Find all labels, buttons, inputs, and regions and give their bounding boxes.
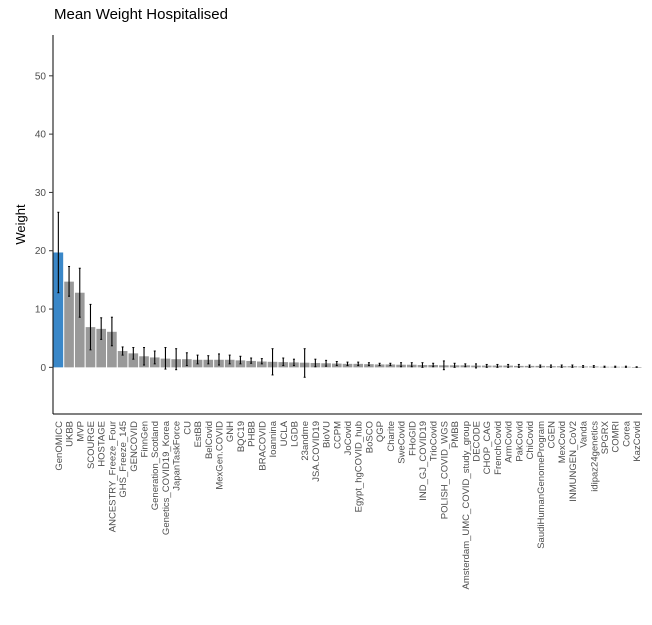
y-tick-label-40: 40 (35, 130, 47, 141)
x-tick-labels-layer: GenOMICC UKBB MVP SCOURGE HOSTAGE ANCESTRY_Fr… (54, 420, 643, 589)
x-tick-label-KazCovid: KazCovid (632, 421, 643, 462)
y-tick-label-30: 30 (35, 188, 47, 199)
x-tick-label-MexGen.COVID: MexGen.COVID (214, 421, 225, 490)
x-tick-label-MVP: MVP (75, 421, 86, 442)
x-tick-label-FrenchCovid: FrenchCovid (493, 421, 504, 475)
x-tick-label-GENCOVID: GENCOVID (129, 421, 140, 472)
bar-BRACOVID (257, 361, 267, 368)
x-tick-label-Charite: Charite (386, 421, 397, 452)
x-tick-label-CCPM: CCPM (332, 421, 343, 449)
x-tick-label-PHBB: PHBB (247, 421, 258, 447)
x-tick-label-QGP: QGP (375, 421, 386, 442)
x-tick-label-SweCovid: SweCovid (397, 421, 408, 464)
x-tick-label-Amsterdam_UMC_COVID_study_group: Amsterdam_UMC_COVID_study_group (461, 421, 472, 589)
x-tick-label-BRACOVID: BRACOVID (257, 421, 268, 471)
x-tick-label-23andme: 23andme (300, 421, 311, 461)
x-tick-label-INMUNGEN_CoV2: INMUNGEN_CoV2 (568, 421, 579, 502)
x-tick-label-UKBB: UKBB (65, 421, 76, 447)
bar-GENCOVID (128, 353, 139, 368)
x-tick-label-LGDB: LGDB (289, 421, 300, 447)
x-tick-label-MexCovid: MexCovid (557, 421, 568, 463)
x-tick-label-UCLA: UCLA (279, 420, 290, 446)
x-tick-label-ArmCovid: ArmCovid (504, 421, 515, 463)
bar-ANCESTRY_Freeze_Four (107, 331, 117, 368)
bar-UKBB (64, 281, 74, 368)
x-tick-label-idipaz24genetics: idipaz24genetics (589, 421, 600, 492)
bar-HOSTAGE (96, 328, 107, 368)
bar-MVP (74, 292, 85, 368)
x-tick-label-Vanda: Vanda (579, 420, 590, 447)
x-tick-label-IND_GJ_COVID19: IND_GJ_COVID19 (418, 421, 429, 501)
x-tick-label-COMRI: COMRI (611, 421, 622, 453)
y-tick-label-20: 20 (35, 246, 47, 257)
x-tick-label-JoCovid: JoCovid (343, 421, 354, 455)
x-tick-label-SaudiHumanGenomeProgram: SaudiHumanGenomeProgram (536, 421, 547, 549)
x-tick-label-GHS_Freeze_145: GHS_Freeze_145 (118, 421, 129, 498)
y-ticks-layer: 0 10 20 30 40 50 (35, 71, 53, 374)
chart-title: Mean Weight Hospitalised (54, 6, 228, 23)
bar-GenOMICC (53, 252, 64, 368)
y-tick-label-50: 50 (35, 71, 47, 82)
x-tick-label-SPGRX: SPGRX (600, 420, 611, 454)
x-tick-label-Generation_Scotland: Generation_Scotland (150, 421, 161, 510)
bar-GHS_Freeze_145 (117, 351, 128, 368)
x-tick-label-Ioannina: Ioannina (268, 420, 279, 457)
x-tick-label-POLISH_COVID_WGS: POLISH_COVID_WGS (439, 421, 450, 519)
x-tick-label-JSA.COVID19: JSA.COVID19 (311, 421, 322, 482)
y-tick-label-10: 10 (35, 305, 47, 316)
x-tick-label-BelCovid: BelCovid (204, 421, 215, 459)
x-tick-label-GenOMICC: GenOMICC (54, 421, 65, 471)
x-tick-label-EstBB: EstBB (193, 421, 204, 447)
bars-layer (53, 252, 642, 368)
x-tick-label-TrioCovid: TrioCovid (429, 421, 440, 461)
x-tick-label-PakCovid: PakCovid (514, 421, 525, 462)
x-tick-label-Genetics_COVID19_Korea: Genetics_COVID19_Korea (161, 420, 172, 535)
x-tick-label-CU: CU (182, 421, 193, 435)
x-tick-label-BioVU: BioVU (322, 421, 333, 448)
x-tick-label-ANCESTRY_Freeze_Four: ANCESTRY_Freeze_Four (107, 421, 118, 532)
x-tick-label-FHoGID: FHoGID (407, 421, 418, 456)
y-tick-label-0: 0 (40, 363, 46, 374)
x-tick-label-CHOP_CAG: CHOP_CAG (482, 421, 493, 474)
x-tick-label-Corea: Corea (621, 420, 632, 447)
x-tick-label-PMBB: PMBB (450, 421, 461, 448)
x-tick-label-SCOURGE: SCOURGE (86, 421, 97, 469)
y-axis-title: Weight (13, 204, 28, 245)
x-tick-label-ChiCovid: ChiCovid (525, 421, 536, 460)
error-bars-layer (57, 211, 638, 378)
x-tick-label-HOSTAGE: HOSTAGE (97, 421, 108, 467)
x-tick-label-FinnGen: FinnGen (140, 421, 151, 457)
x-tick-label-JapanTaskForce: JapanTaskForce (172, 421, 183, 491)
x-tick-label-CGEN: CGEN (546, 421, 557, 449)
x-tick-label-GNH: GNH (225, 421, 236, 442)
bar-PHBB (246, 360, 256, 368)
x-tick-label-BQC19: BQC19 (236, 421, 247, 452)
x-tick-label-DECODE: DECODE (472, 421, 483, 462)
x-tick-label-BoSCO: BoSCO (364, 421, 375, 453)
x-tick-label-Egypt_hgCOVID_hub: Egypt_hgCOVID_hub (354, 421, 365, 512)
